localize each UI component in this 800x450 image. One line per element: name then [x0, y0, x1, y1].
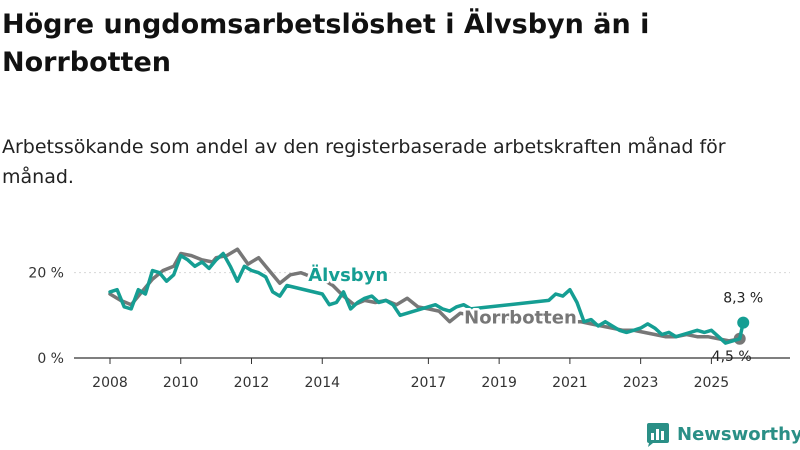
- series-label-norrbotten-halo: Norrbotten: [464, 307, 577, 328]
- y-tick-label: 20 %: [28, 266, 64, 282]
- series-label-alvsbyn: Älvsbyn: [308, 264, 388, 286]
- end-point-alvsbyn: [737, 316, 750, 329]
- x-tick-label: 2025: [694, 375, 730, 391]
- newsworthy-logo-icon: [647, 423, 669, 447]
- series-label-alvsbyn-halo: Älvsbyn: [308, 264, 388, 286]
- x-tick-label: 2008: [92, 375, 128, 391]
- end-label-norrbotten: 4,5 %: [712, 349, 752, 365]
- series-line-alvsbyn: [108, 251, 745, 345]
- chart-subtitle: Arbetssökande som andel av den registerb…: [2, 136, 726, 188]
- brand-name: Newsworthy: [677, 423, 800, 445]
- x-tick-label: 2023: [623, 375, 659, 391]
- x-tick-label: 2010: [163, 375, 199, 391]
- chart-title: Högre ungdomsarbetslöshet i Älvsbyn än i…: [2, 9, 650, 78]
- x-tick-label: 2012: [234, 375, 270, 391]
- series-line-norrbotten: [108, 247, 742, 343]
- brand-logo: Newsworthy: [645, 419, 800, 449]
- x-tick-label: 2014: [304, 375, 340, 391]
- x-tick-label: 2017: [411, 375, 447, 391]
- x-tick-label: 2021: [552, 375, 588, 391]
- y-tick-label: 0 %: [37, 351, 64, 367]
- end-label-alvsbyn: 8,3 %: [723, 291, 763, 307]
- series-label-norrbotten: Norrbotten: [464, 307, 577, 328]
- x-tick-label: 2019: [481, 375, 517, 391]
